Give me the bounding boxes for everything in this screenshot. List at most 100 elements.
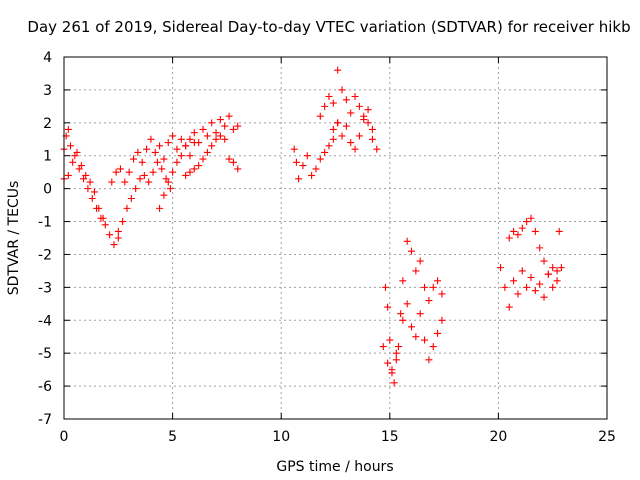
data-point — [190, 165, 198, 173]
data-point — [403, 300, 411, 308]
series-arc-13 — [505, 214, 563, 278]
data-point — [540, 293, 548, 301]
y-tick-label: -4 — [38, 313, 52, 329]
data-point — [429, 283, 437, 291]
data-point — [434, 329, 442, 337]
series-arc-5 — [156, 112, 242, 212]
series-arc-4 — [114, 158, 174, 235]
data-point — [351, 92, 359, 100]
data-point — [145, 178, 153, 186]
series-arc-3 — [108, 132, 198, 186]
data-point — [166, 185, 174, 193]
data-point — [347, 139, 355, 147]
data-point — [229, 158, 237, 166]
data-point — [351, 145, 359, 153]
data-point — [321, 148, 329, 156]
x-tick-label: 5 — [168, 429, 177, 445]
data-point — [379, 343, 387, 351]
y-tick-label: 3 — [43, 83, 52, 99]
x-axis-label: GPS time / hours — [276, 459, 393, 475]
data-point — [368, 125, 376, 133]
data-point — [82, 171, 90, 179]
series-arc-1 — [60, 125, 122, 249]
data-point — [388, 369, 396, 377]
data-point — [514, 231, 522, 239]
data-point — [408, 323, 416, 331]
data-point — [510, 277, 518, 285]
data-point — [329, 125, 337, 133]
y-tick-label: -6 — [38, 379, 52, 395]
data-point — [186, 152, 194, 160]
data-point — [95, 204, 103, 212]
data-point — [108, 178, 116, 186]
data-point — [199, 155, 207, 163]
grid — [64, 57, 607, 419]
data-point — [338, 86, 346, 94]
data-point — [199, 125, 207, 133]
data-point — [101, 221, 109, 229]
data-point — [190, 129, 198, 137]
x-tick-label: 20 — [489, 429, 507, 445]
data-point — [140, 171, 148, 179]
data-point — [501, 283, 509, 291]
data-point — [342, 122, 350, 130]
data-point — [425, 356, 433, 364]
data-point — [177, 135, 185, 143]
data-point — [438, 316, 446, 324]
data-point — [368, 135, 376, 143]
data-point — [392, 356, 400, 364]
data-point — [186, 168, 194, 176]
data-point — [73, 148, 81, 156]
data-point — [99, 214, 107, 222]
data-point — [540, 257, 548, 265]
data-point — [523, 218, 531, 226]
data-point — [399, 316, 407, 324]
data-point — [114, 234, 122, 242]
data-point — [158, 165, 166, 173]
data-point — [212, 135, 220, 143]
data-point — [397, 310, 405, 318]
data-point — [355, 102, 363, 110]
data-point — [321, 102, 329, 110]
data-point — [308, 171, 316, 179]
data-point — [143, 145, 151, 153]
data-point — [384, 359, 392, 367]
data-point — [182, 142, 190, 150]
data-point — [292, 158, 300, 166]
data-point — [164, 178, 172, 186]
series-arc-6 — [182, 132, 242, 179]
data-point — [121, 178, 129, 186]
data-point — [392, 349, 400, 357]
data-point — [421, 336, 429, 344]
data-point — [408, 247, 416, 255]
series-arc-9 — [329, 112, 376, 153]
data-point — [123, 204, 131, 212]
data-point — [555, 227, 563, 235]
data-point — [169, 168, 177, 176]
data-point — [112, 168, 120, 176]
series-arc-8 — [316, 66, 381, 153]
x-tick-label: 15 — [381, 429, 399, 445]
data-point — [86, 178, 94, 186]
data-point — [173, 158, 181, 166]
data-point — [338, 132, 346, 140]
y-tick-label: -3 — [38, 280, 52, 296]
data-point — [125, 168, 133, 176]
data-point — [510, 227, 518, 235]
data-point — [438, 290, 446, 298]
data-point — [347, 109, 355, 117]
data-point — [106, 231, 114, 239]
data-point — [303, 152, 311, 160]
data-point — [216, 132, 224, 140]
data-point — [412, 267, 420, 275]
data-point — [329, 99, 337, 107]
data-point — [329, 135, 337, 143]
data-point — [164, 139, 172, 147]
series-arc-10 — [381, 283, 446, 387]
data-point — [169, 132, 177, 140]
data-point — [536, 244, 544, 252]
data-point — [527, 273, 535, 281]
data-point — [77, 162, 85, 170]
y-tick-label: -7 — [38, 412, 52, 428]
data-point — [412, 333, 420, 341]
